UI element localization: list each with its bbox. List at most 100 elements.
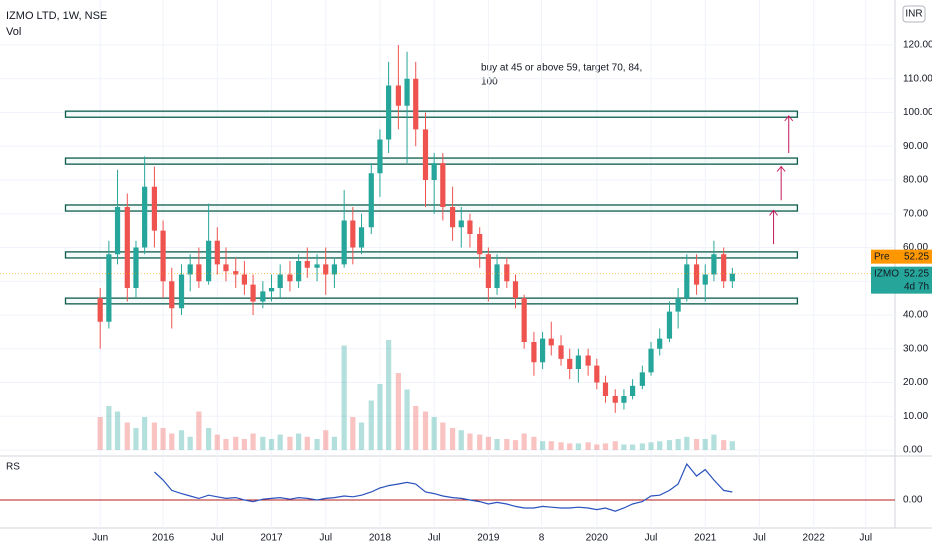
candle-body — [341, 220, 347, 265]
volume-bar — [223, 439, 229, 450]
symbol-tag — [871, 266, 932, 294]
candle-body — [575, 355, 581, 369]
candle-body — [684, 264, 690, 299]
candle-body — [178, 274, 185, 309]
volume-bar — [187, 436, 193, 450]
candle-body — [196, 264, 202, 282]
volume-bar — [142, 417, 148, 450]
volume-bar — [169, 433, 175, 450]
zone — [64, 251, 799, 259]
zone — [64, 204, 799, 212]
pre-tag-name: Pre — [874, 251, 890, 262]
volume-bar — [494, 439, 500, 450]
zone — [64, 110, 799, 118]
volume-bar — [296, 433, 302, 450]
volume-bar — [250, 433, 256, 450]
candle-body — [260, 291, 266, 302]
volume-bar — [702, 439, 708, 450]
volume-bar — [621, 444, 627, 450]
arrow-head — [776, 165, 786, 172]
y-tick-label: 40.00 — [903, 310, 928, 321]
x-tick-label: Jul — [319, 533, 332, 544]
volume-bar — [711, 434, 717, 450]
x-tick-label: Jul — [645, 533, 658, 544]
volume-bar — [368, 400, 374, 450]
volume-bar — [206, 428, 212, 450]
volume-bar — [160, 428, 166, 450]
candle-body — [602, 382, 609, 396]
x-tick-label: Jul — [428, 533, 441, 544]
volume-bar — [512, 440, 519, 450]
grid — [0, 0, 895, 528]
y-tick-label: 80.00 — [903, 175, 928, 186]
volume-bar — [260, 436, 266, 450]
y-tick-label: 10.00 — [903, 411, 928, 422]
candle-body — [657, 338, 663, 349]
x-tick-label: 2019 — [477, 533, 500, 544]
x-tick-label: 2017 — [260, 533, 283, 544]
volume-bar — [422, 411, 429, 450]
y-tick-label: 20.00 — [903, 377, 928, 388]
candle-body — [612, 396, 618, 403]
volume-bar — [539, 441, 546, 450]
volume-bar — [548, 441, 554, 450]
candle-body — [314, 264, 320, 268]
volume-bar — [97, 417, 103, 450]
volume-bar — [106, 406, 112, 450]
y-tick-label: 0.00 — [903, 445, 923, 456]
candle-body — [504, 264, 510, 282]
volume-bar — [287, 436, 293, 450]
candle-body — [350, 220, 356, 248]
volume-bar — [341, 345, 347, 450]
candle-body — [206, 240, 212, 282]
volume-bar — [358, 422, 365, 450]
annotation: buy at 45 or above 59, target 70, 84, — [481, 63, 642, 74]
volume-bar — [323, 430, 329, 450]
y-tick-label: 70.00 — [903, 208, 928, 219]
x-tick-label: 8 — [539, 533, 545, 544]
countdown: 4d 7h — [904, 281, 929, 292]
candle-body — [395, 85, 401, 106]
candle-body — [548, 338, 554, 346]
volume-bar — [612, 441, 618, 450]
volume-bar — [657, 441, 663, 450]
candle-body — [287, 274, 293, 282]
volume-bar — [666, 440, 673, 450]
volume-bar — [314, 439, 320, 450]
arrow-head — [769, 209, 778, 216]
volume-bar — [629, 444, 636, 450]
volume-bar — [241, 439, 248, 450]
candle-body — [133, 247, 139, 288]
candle-body — [368, 173, 374, 228]
candle-body — [377, 139, 383, 174]
volume-bar — [675, 439, 681, 450]
candle-body — [296, 261, 302, 282]
x-tick-label: 2016 — [152, 533, 175, 544]
volume-bar — [467, 433, 473, 450]
volume-label: Vol — [6, 26, 21, 38]
x-tick-label: Jul — [859, 533, 872, 544]
volume-bar — [684, 436, 690, 450]
volume-bar — [721, 440, 727, 450]
volume-bar — [196, 411, 202, 450]
candle-body — [233, 271, 239, 275]
candle-body — [142, 186, 148, 248]
pre-tag — [871, 249, 932, 264]
candle-body — [277, 274, 283, 288]
candle-body — [531, 342, 537, 363]
y-tick-label: 30.00 — [903, 343, 928, 354]
volume-bar — [521, 433, 527, 450]
candle-body — [169, 281, 175, 309]
currency-button[interactable] — [902, 5, 926, 23]
candle-body — [666, 311, 673, 339]
candle-body — [106, 254, 112, 322]
volume-bar — [331, 436, 338, 450]
volume-bar — [567, 443, 573, 450]
y-tick-label: 120.00 — [903, 40, 932, 51]
arrow-head — [784, 115, 794, 122]
candle-body — [268, 288, 275, 292]
volume-bar — [558, 442, 564, 450]
volume-bar — [277, 434, 283, 450]
volume-bar — [133, 428, 139, 450]
